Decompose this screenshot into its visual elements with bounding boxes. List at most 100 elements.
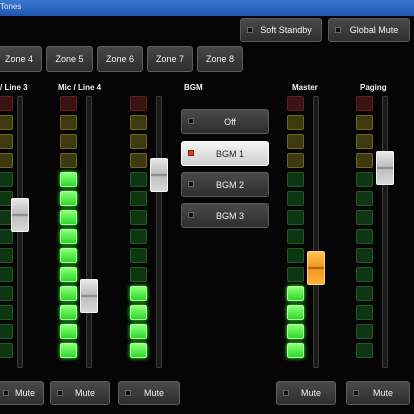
meter-segment: [130, 115, 147, 130]
global-mute-label: Global Mute: [349, 25, 399, 35]
fader-track-paging: [382, 96, 388, 368]
mute-label: Mute: [74, 388, 95, 398]
meter-segment: [60, 305, 77, 320]
mute-label: Mute: [14, 388, 35, 398]
meter-segment: [356, 153, 373, 168]
meter-segment: [356, 96, 373, 111]
fader-knob-master[interactable]: [307, 250, 325, 285]
fader-knob-mic-line-4[interactable]: [80, 279, 98, 314]
meter-segment: [356, 343, 373, 358]
bgm-option-label: Off: [224, 116, 236, 127]
mute-button-paging[interactable]: Mute: [346, 381, 410, 405]
bgm-3-indicator: [188, 212, 194, 218]
meter-segment: [356, 324, 373, 339]
mute-label: Mute: [143, 388, 164, 398]
zone-tab-4[interactable]: Zone 4: [0, 46, 42, 72]
level-meter-paging: [356, 96, 373, 362]
page-subtitle: Tones: [0, 2, 22, 11]
meter-segment: [356, 191, 373, 206]
meter-segment: [0, 286, 13, 301]
meter-segment: [287, 172, 304, 187]
meter-segment: [287, 324, 304, 339]
title-bar: Tones: [0, 0, 414, 16]
zone-tab-6[interactable]: Zone 6: [97, 46, 143, 72]
meter-segment: [130, 153, 147, 168]
meter-segment: [287, 134, 304, 149]
soft-standby-button[interactable]: Soft Standby: [240, 18, 322, 42]
meter-segment: [130, 248, 147, 263]
mute-button-line-3[interactable]: Mute: [0, 381, 44, 405]
zone-tab-5[interactable]: Zone 5: [46, 46, 93, 72]
meter-segment: [287, 286, 304, 301]
meter-segment: [287, 210, 304, 225]
mute-button-channel-3[interactable]: Mute: [118, 381, 180, 405]
meter-segment: [130, 191, 147, 206]
meter-segment: [356, 286, 373, 301]
global-mute-indicator: [335, 27, 341, 33]
fader-track-channel-3: [156, 96, 162, 368]
meter-segment: [130, 172, 147, 187]
mute-button-master[interactable]: Mute: [276, 381, 336, 405]
bgm-title: BGM: [184, 83, 203, 92]
meter-segment: [60, 191, 77, 206]
fader-track-mic-line-4: [86, 96, 92, 368]
meter-segment: [287, 267, 304, 282]
meter-segment: [130, 286, 147, 301]
zone-tab-label: Zone 7: [155, 54, 185, 64]
mute-button-mic-line-4[interactable]: Mute: [50, 381, 110, 405]
zone-tab-7[interactable]: Zone 7: [147, 46, 193, 72]
fader-knob-channel-3[interactable]: [150, 157, 168, 192]
level-meter-mic-line-4: [60, 96, 77, 362]
meter-segment: [60, 286, 77, 301]
meter-segment: [0, 343, 13, 358]
meter-segment: [60, 172, 77, 187]
channel-label-paging: Paging: [360, 83, 387, 92]
meter-segment: [60, 343, 77, 358]
bgm-option-bgm-3[interactable]: BGM 3: [181, 203, 269, 228]
meter-segment: [287, 305, 304, 320]
level-meter-line-3: [0, 96, 13, 362]
meter-segment: [0, 324, 13, 339]
meter-segment: [130, 210, 147, 225]
meter-segment: [130, 229, 147, 244]
meter-segment: [356, 267, 373, 282]
meter-segment: [130, 134, 147, 149]
zone-tab-label: Zone 6: [105, 54, 135, 64]
meter-segment: [130, 305, 147, 320]
meter-segment: [287, 153, 304, 168]
fader-track-master: [313, 96, 319, 368]
soft-standby-label: Soft Standby: [260, 25, 312, 35]
mute-indicator: [57, 390, 63, 396]
meter-segment: [356, 115, 373, 130]
zone-tab-label: Zone 4: [4, 54, 34, 64]
meter-segment: [130, 267, 147, 282]
fader-knob-line-3[interactable]: [11, 198, 29, 233]
bgm-option-off[interactable]: Off: [181, 109, 269, 134]
meter-segment: [287, 343, 304, 358]
mute-indicator: [125, 390, 131, 396]
bgm-option-bgm-2[interactable]: BGM 2: [181, 172, 269, 197]
meter-segment: [0, 153, 13, 168]
meter-segment: [356, 210, 373, 225]
meter-segment: [60, 210, 77, 225]
bgm-2-indicator: [188, 181, 194, 187]
meter-segment: [60, 96, 77, 111]
meter-segment: [356, 134, 373, 149]
bgm-option-bgm-1[interactable]: BGM 1: [181, 141, 269, 166]
meter-segment: [60, 248, 77, 263]
channel-label-line-3: / Line 3: [0, 83, 28, 92]
channel-label-master: Master: [292, 83, 318, 92]
zone-tab-8[interactable]: Zone 8: [197, 46, 243, 72]
zone-tab-label: Zone 5: [55, 54, 84, 64]
meter-segment: [130, 96, 147, 111]
global-mute-button[interactable]: Global Mute: [328, 18, 410, 42]
mute-indicator: [283, 390, 289, 396]
meter-segment: [356, 172, 373, 187]
mute-label: Mute: [372, 388, 393, 398]
bgm-option-label: BGM 1: [215, 148, 244, 159]
meter-segment: [356, 229, 373, 244]
bgm-1-indicator: [188, 150, 194, 156]
mute-label: Mute: [300, 388, 321, 398]
fader-knob-paging[interactable]: [376, 150, 394, 185]
meter-segment: [0, 305, 13, 320]
